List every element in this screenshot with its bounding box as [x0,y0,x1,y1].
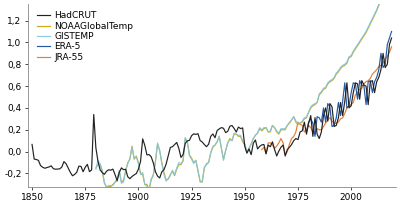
JRA-55 [296,121,300,123]
ERA-5 [342,82,347,84]
Line: GISTEMP: GISTEMP [96,0,392,189]
Line: NOAAGlobalTemp: NOAAGlobalTemp [96,0,392,190]
Line: JRA-55: JRA-55 [262,47,392,155]
JRA-55 [325,119,330,121]
ERA-5 [347,104,352,107]
ERA-5 [336,101,341,104]
ERA-5 [362,85,366,87]
ERA-5 [306,121,311,123]
ERA-5 [308,118,313,120]
ERA-5 [344,107,349,109]
Legend: HadCRUT, NOAAGlobalTemp, GISTEMP, ERA-5, JRA-55: HadCRUT, NOAAGlobalTemp, GISTEMP, ERA-5,… [36,11,134,63]
HadCRUT [221,127,226,130]
ERA-5 [368,79,373,82]
NOAAGlobalTemp [123,170,128,173]
ERA-5 [351,82,356,84]
ERA-5 [385,43,390,46]
ERA-5 [317,117,322,119]
Line: HadCRUT: HadCRUT [32,38,392,181]
HadCRUT [389,37,394,39]
GISTEMP [110,184,115,187]
ERA-5 [334,117,339,119]
GISTEMP [149,178,154,180]
HadCRUT [166,155,171,157]
ERA-5 [370,91,375,94]
GISTEMP [242,143,247,145]
JRA-55 [283,154,288,156]
ERA-5 [340,100,345,103]
Line: ERA-5: ERA-5 [306,32,392,136]
HadCRUT [81,171,86,173]
JRA-55 [270,144,275,146]
ERA-5 [349,91,354,94]
ERA-5 [330,125,334,128]
ERA-5 [321,107,326,109]
GISTEMP [147,187,152,190]
NOAAGlobalTemp [94,167,98,169]
ERA-5 [389,30,394,33]
ERA-5 [387,37,392,39]
ERA-5 [364,103,368,106]
GISTEMP [123,169,128,171]
HadCRUT [115,179,120,182]
JRA-55 [340,117,345,119]
ERA-5 [323,121,328,123]
JRA-55 [389,46,394,48]
ERA-5 [315,115,320,118]
ERA-5 [378,52,383,55]
NOAAGlobalTemp [110,183,115,186]
ERA-5 [310,122,315,124]
NOAAGlobalTemp [242,144,247,146]
ERA-5 [332,124,336,127]
ERA-5 [355,98,360,101]
JRA-55 [260,148,264,151]
ERA-5 [383,63,388,66]
ERA-5 [359,84,364,86]
ERA-5 [374,76,379,78]
ERA-5 [357,79,362,82]
NOAAGlobalTemp [147,189,152,191]
ERA-5 [312,135,317,138]
JRA-55 [374,68,379,71]
ERA-5 [319,121,324,123]
ERA-5 [325,102,330,105]
ERA-5 [372,81,377,83]
ERA-5 [304,131,309,133]
ERA-5 [376,68,381,71]
ERA-5 [381,66,386,69]
ERA-5 [353,83,358,85]
HadCRUT [204,145,209,148]
ERA-5 [328,106,332,108]
GISTEMP [94,168,98,170]
HadCRUT [30,143,34,146]
HadCRUT [206,143,211,145]
NOAAGlobalTemp [149,179,154,181]
ERA-5 [338,114,343,117]
NOAAGlobalTemp [104,185,109,188]
HadCRUT [353,82,358,84]
GISTEMP [104,186,109,189]
JRA-55 [287,143,292,145]
ERA-5 [366,81,370,83]
